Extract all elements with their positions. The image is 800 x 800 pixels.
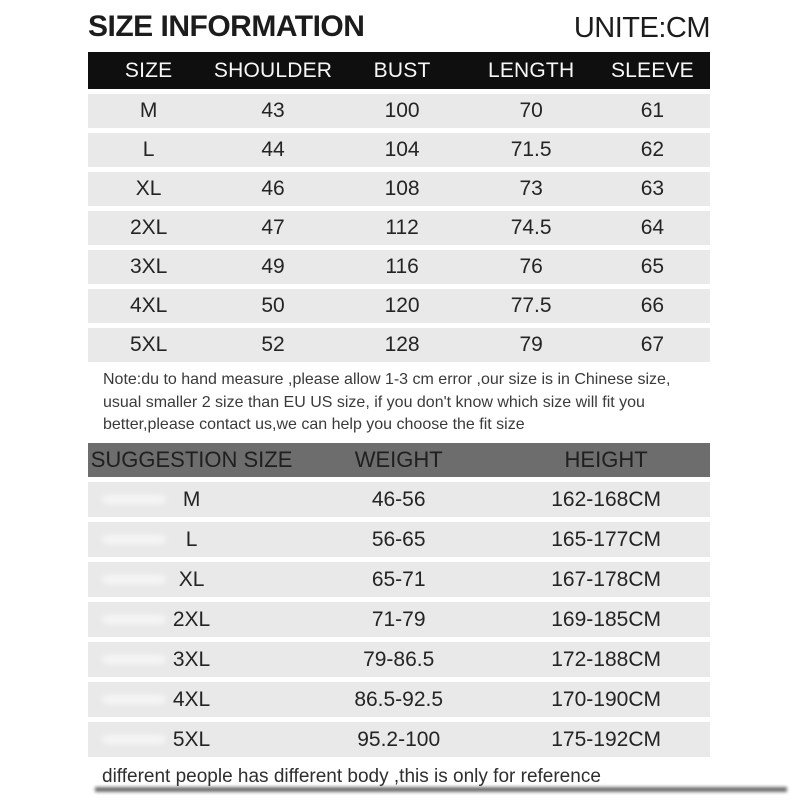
size-cell: L bbox=[142, 138, 155, 161]
size-cell: XL bbox=[178, 567, 205, 591]
size-table: SIZE SHOULDER BUST LENGTH SLEEVE M 43 10… bbox=[88, 52, 710, 362]
sleeve-cell: 65 bbox=[640, 255, 665, 278]
size-cell: L bbox=[185, 527, 198, 551]
bust-cell: 100 bbox=[384, 99, 420, 122]
height-cell: 162-168CM bbox=[551, 487, 661, 511]
bust-cell: 120 bbox=[384, 294, 420, 317]
shoulder-cell: 47 bbox=[261, 216, 285, 239]
bottom-divider-bar bbox=[95, 787, 787, 792]
sleeve-cell: 66 bbox=[640, 294, 665, 317]
height-cell: 169-185CM bbox=[551, 607, 661, 631]
length-cell: 70 bbox=[519, 99, 543, 122]
suggestion-table: SUGGESTION SIZE WEIGHT HEIGHT M 46-56 16… bbox=[88, 443, 710, 757]
size-row-5xl: 5XL 52 128 79 67 bbox=[88, 328, 710, 362]
header-cell-suggestion-size: SUGGESTION SIZE bbox=[90, 447, 293, 472]
length-cell: 79 bbox=[519, 333, 543, 356]
length-cell: 71.5 bbox=[510, 138, 552, 161]
weight-cell: 79-86.5 bbox=[363, 647, 435, 671]
size-cell: 3XL bbox=[129, 255, 168, 278]
sleeve-cell: 64 bbox=[640, 216, 665, 239]
size-row-xl: XL 46 108 73 63 bbox=[88, 172, 710, 206]
title-row: SIZE INFORMATION UNITE:CM bbox=[88, 10, 711, 46]
shoulder-cell: 43 bbox=[261, 99, 285, 122]
header-cell-bust: BUST bbox=[373, 58, 431, 82]
weight-cell: 56-65 bbox=[371, 527, 426, 551]
length-cell: 74.5 bbox=[510, 216, 552, 239]
height-cell: 165-177CM bbox=[551, 527, 661, 551]
bust-cell: 116 bbox=[385, 255, 419, 278]
size-row-m: M 43 100 70 61 bbox=[88, 94, 710, 128]
size-cell: 5XL bbox=[172, 727, 211, 751]
size-cell: XL bbox=[135, 177, 162, 200]
suggestion-row-xl: XL 65-71 167-178CM bbox=[88, 562, 710, 597]
bust-cell: 108 bbox=[384, 177, 420, 200]
weight-cell: 71-79 bbox=[371, 607, 426, 631]
header-cell-shoulder: SHOULDER bbox=[213, 58, 333, 82]
size-cell: 3XL bbox=[172, 647, 211, 671]
suggestion-row-2xl: 2XL 71-79 169-185CM bbox=[88, 602, 710, 637]
length-cell: 76 bbox=[519, 255, 543, 278]
page-title: SIZE INFORMATION bbox=[88, 10, 365, 43]
sleeve-cell: 63 bbox=[640, 177, 665, 200]
height-cell: 167-178CM bbox=[551, 567, 661, 591]
weight-cell: 46-56 bbox=[371, 487, 426, 511]
bust-cell: 128 bbox=[384, 333, 420, 356]
suggestion-row-l: L 56-65 165-177CM bbox=[88, 522, 710, 557]
height-cell: 170-190CM bbox=[551, 687, 661, 711]
sleeve-cell: 61 bbox=[640, 99, 665, 122]
length-cell: 77.5 bbox=[510, 294, 552, 317]
size-cell: 4XL bbox=[129, 294, 168, 317]
shoulder-cell: 49 bbox=[261, 255, 285, 278]
weight-cell: 86.5-92.5 bbox=[354, 687, 444, 711]
shoulder-cell: 50 bbox=[261, 294, 285, 317]
size-table-header: SIZE SHOULDER BUST LENGTH SLEEVE bbox=[88, 52, 710, 89]
size-cell: 2XL bbox=[129, 216, 168, 239]
header-cell-length: LENGTH bbox=[487, 58, 575, 82]
size-row-l: L 44 104 71.5 62 bbox=[88, 133, 710, 167]
bust-cell: 112 bbox=[385, 216, 419, 239]
shoulder-cell: 44 bbox=[261, 138, 285, 161]
size-row-4xl: 4XL 50 120 77.5 66 bbox=[88, 289, 710, 323]
size-cell: 2XL bbox=[172, 607, 211, 631]
header-cell-weight: WEIGHT bbox=[354, 447, 443, 472]
suggestion-row-3xl: 3XL 79-86.5 172-188CM bbox=[88, 642, 710, 677]
size-row-2xl: 2XL 47 112 74.5 64 bbox=[88, 211, 710, 245]
suggestion-table-header: SUGGESTION SIZE WEIGHT HEIGHT bbox=[88, 443, 710, 477]
header-cell-size: SIZE bbox=[124, 58, 173, 82]
note-line-1: Note:du to hand measure ,please allow 1-… bbox=[103, 371, 671, 388]
suggestion-row-m: M 46-56 162-168CM bbox=[88, 482, 710, 517]
height-cell: 172-188CM bbox=[551, 647, 661, 671]
unit-label: UNITE:CM bbox=[573, 12, 711, 44]
header-cell-sleeve: SLEEVE bbox=[610, 58, 694, 82]
sleeve-cell: 62 bbox=[640, 138, 665, 161]
shoulder-cell: 52 bbox=[261, 333, 285, 356]
note-line-3: better,please contact us,we can help you… bbox=[103, 416, 525, 433]
sleeve-cell: 67 bbox=[640, 333, 665, 356]
weight-cell: 95.2-100 bbox=[357, 727, 441, 751]
size-cell: M bbox=[139, 99, 158, 122]
height-cell: 175-192CM bbox=[551, 727, 661, 751]
suggestion-row-5xl: 5XL 95.2-100 175-192CM bbox=[88, 722, 710, 757]
suggestion-row-4xl: 4XL 86.5-92.5 170-190CM bbox=[88, 682, 710, 717]
weight-cell: 65-71 bbox=[371, 567, 426, 591]
size-cell: M bbox=[182, 487, 201, 511]
shoulder-cell: 46 bbox=[261, 177, 285, 200]
size-row-3xl: 3XL 49 116 76 65 bbox=[88, 250, 710, 284]
reference-disclaimer: different people has different body ,thi… bbox=[102, 766, 601, 787]
header-cell-height: HEIGHT bbox=[564, 447, 648, 472]
size-cell: 5XL bbox=[129, 333, 168, 356]
measurement-note: Note:du to hand measure ,please allow 1-… bbox=[103, 369, 723, 437]
size-cell: 4XL bbox=[172, 687, 211, 711]
note-line-2: usual smaller 2 size than EU US size, if… bbox=[103, 393, 645, 411]
bust-cell: 104 bbox=[384, 138, 420, 161]
length-cell: 73 bbox=[519, 177, 543, 200]
